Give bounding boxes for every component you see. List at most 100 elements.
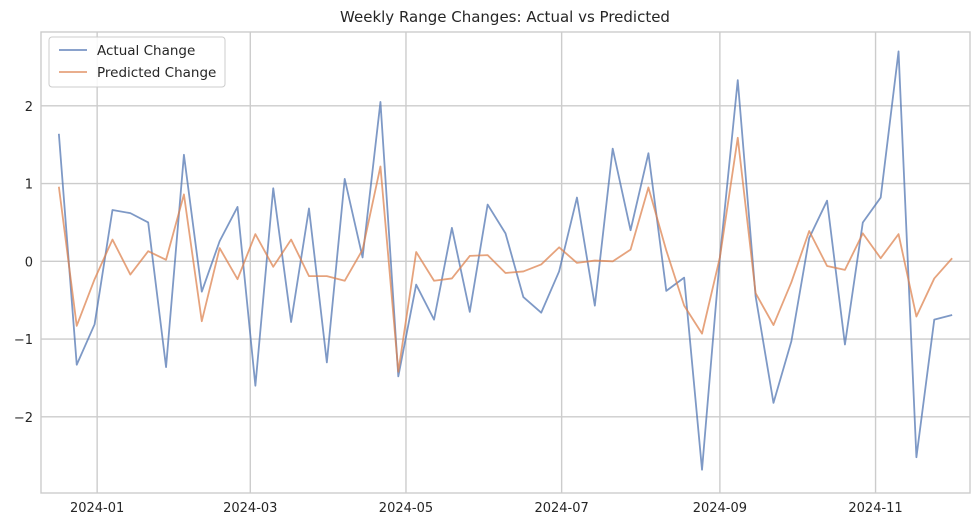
predicted-change-point [326,275,328,277]
actual-change-point [201,291,203,293]
actual-change-point [451,227,453,229]
legend: Actual Change Predicted Change [48,36,226,88]
predicted-change-line [57,136,953,373]
predicted-change-point [540,264,542,266]
actual-change-point [665,290,667,292]
actual-change-point [612,148,614,150]
actual-change-point [594,305,596,307]
predicted-change-point [665,250,667,252]
predicted-change-point [505,272,507,274]
actual-change-point [844,344,846,346]
actual-change-point [683,277,685,279]
predicted-change-point [898,233,900,235]
actual-change-point [862,222,864,224]
actual-change-point [254,385,256,387]
chart-title: Weekly Range Changes: Actual vs Predicte… [340,8,670,26]
predicted-change-point [719,257,721,259]
actual-change-point [308,208,310,210]
actual-change-line [57,50,953,471]
actual-change-point [933,319,935,321]
predicted-change-point [755,292,757,294]
actual-change-point [272,187,274,189]
actual-change-point [469,311,471,313]
predicted-change-point [933,278,935,280]
actual-change-point [344,178,346,180]
predicted-change-point [630,249,632,251]
legend-box [48,36,226,88]
actual-change-point [701,469,703,471]
legend-label-actual-change: Actual Change [97,43,195,59]
actual-change-point [58,133,60,135]
predicted-change-point [112,239,114,241]
predicted-change-point [272,266,274,268]
actual-change-point [112,209,114,211]
predicted-change-point [58,186,60,188]
actual-change-point [76,364,78,366]
actual-change-point [737,79,739,81]
predicted-change-point [380,166,382,168]
predicted-change-point [790,281,792,283]
actual-change-point [415,284,417,286]
actual-change-point [237,206,239,208]
predicted-change-point [94,278,96,280]
predicted-change-point [397,371,399,373]
actual-change-point [648,152,650,154]
predicted-change-point [951,257,953,259]
actual-change-point [880,197,882,199]
legend-label-predicted-change: Predicted Change [97,65,216,81]
predicted-change-point [594,260,596,262]
y-tick-label: 2 [25,100,33,115]
actual-change-point [147,222,149,224]
predicted-change-point [165,259,167,261]
predicted-change-point [648,187,650,189]
predicted-change-point [290,239,292,241]
predicted-change-point [183,194,185,196]
predicted-change-point [862,232,864,234]
predicted-change-point [916,316,918,318]
actual-change-point [362,257,364,259]
predicted-change-point [254,233,256,235]
actual-change-point [558,271,560,273]
predicted-change-point [469,255,471,257]
predicted-change-point [844,269,846,271]
y-tick-label: −2 [14,411,33,426]
predicted-change-point [415,251,417,253]
x-tick-label: 2024-01 [70,501,124,516]
actual-change-point [576,197,578,199]
predicted-change-point [451,278,453,280]
actual-change-point [183,154,185,156]
predicted-change-point [737,137,739,139]
predicted-change-point [129,274,131,276]
predicted-change-point [612,260,614,262]
actual-change-point [433,319,435,321]
predicted-change-point [433,280,435,282]
predicted-change-point [308,275,310,277]
actual-change-point [505,232,507,234]
actual-change-point [630,229,632,231]
actual-change-point [808,237,810,239]
actual-change-point [540,312,542,314]
predicted-change-point [701,333,703,335]
predicted-change-point [683,305,685,307]
predicted-change-point [826,265,828,267]
actual-change-point [898,51,900,53]
predicted-change-point [362,249,364,251]
plot-frame [40,31,971,494]
predicted-change-point [773,324,775,326]
actual-change-point [397,375,399,377]
actual-change-point [94,323,96,325]
predicted-change-point [219,247,221,249]
predicted-change-point [808,230,810,232]
predicted-change-point [237,278,239,280]
predicted-change-point [487,254,489,256]
actual-change-point [790,341,792,343]
actual-change-point [826,200,828,202]
y-tick-label: 0 [25,255,33,270]
actual-change-point [773,402,775,404]
actual-change-point [165,366,167,368]
actual-change-point [129,212,131,214]
actual-change-point [522,296,524,298]
x-tick-label: 2024-07 [534,501,588,516]
predicted-change-point [76,325,78,327]
